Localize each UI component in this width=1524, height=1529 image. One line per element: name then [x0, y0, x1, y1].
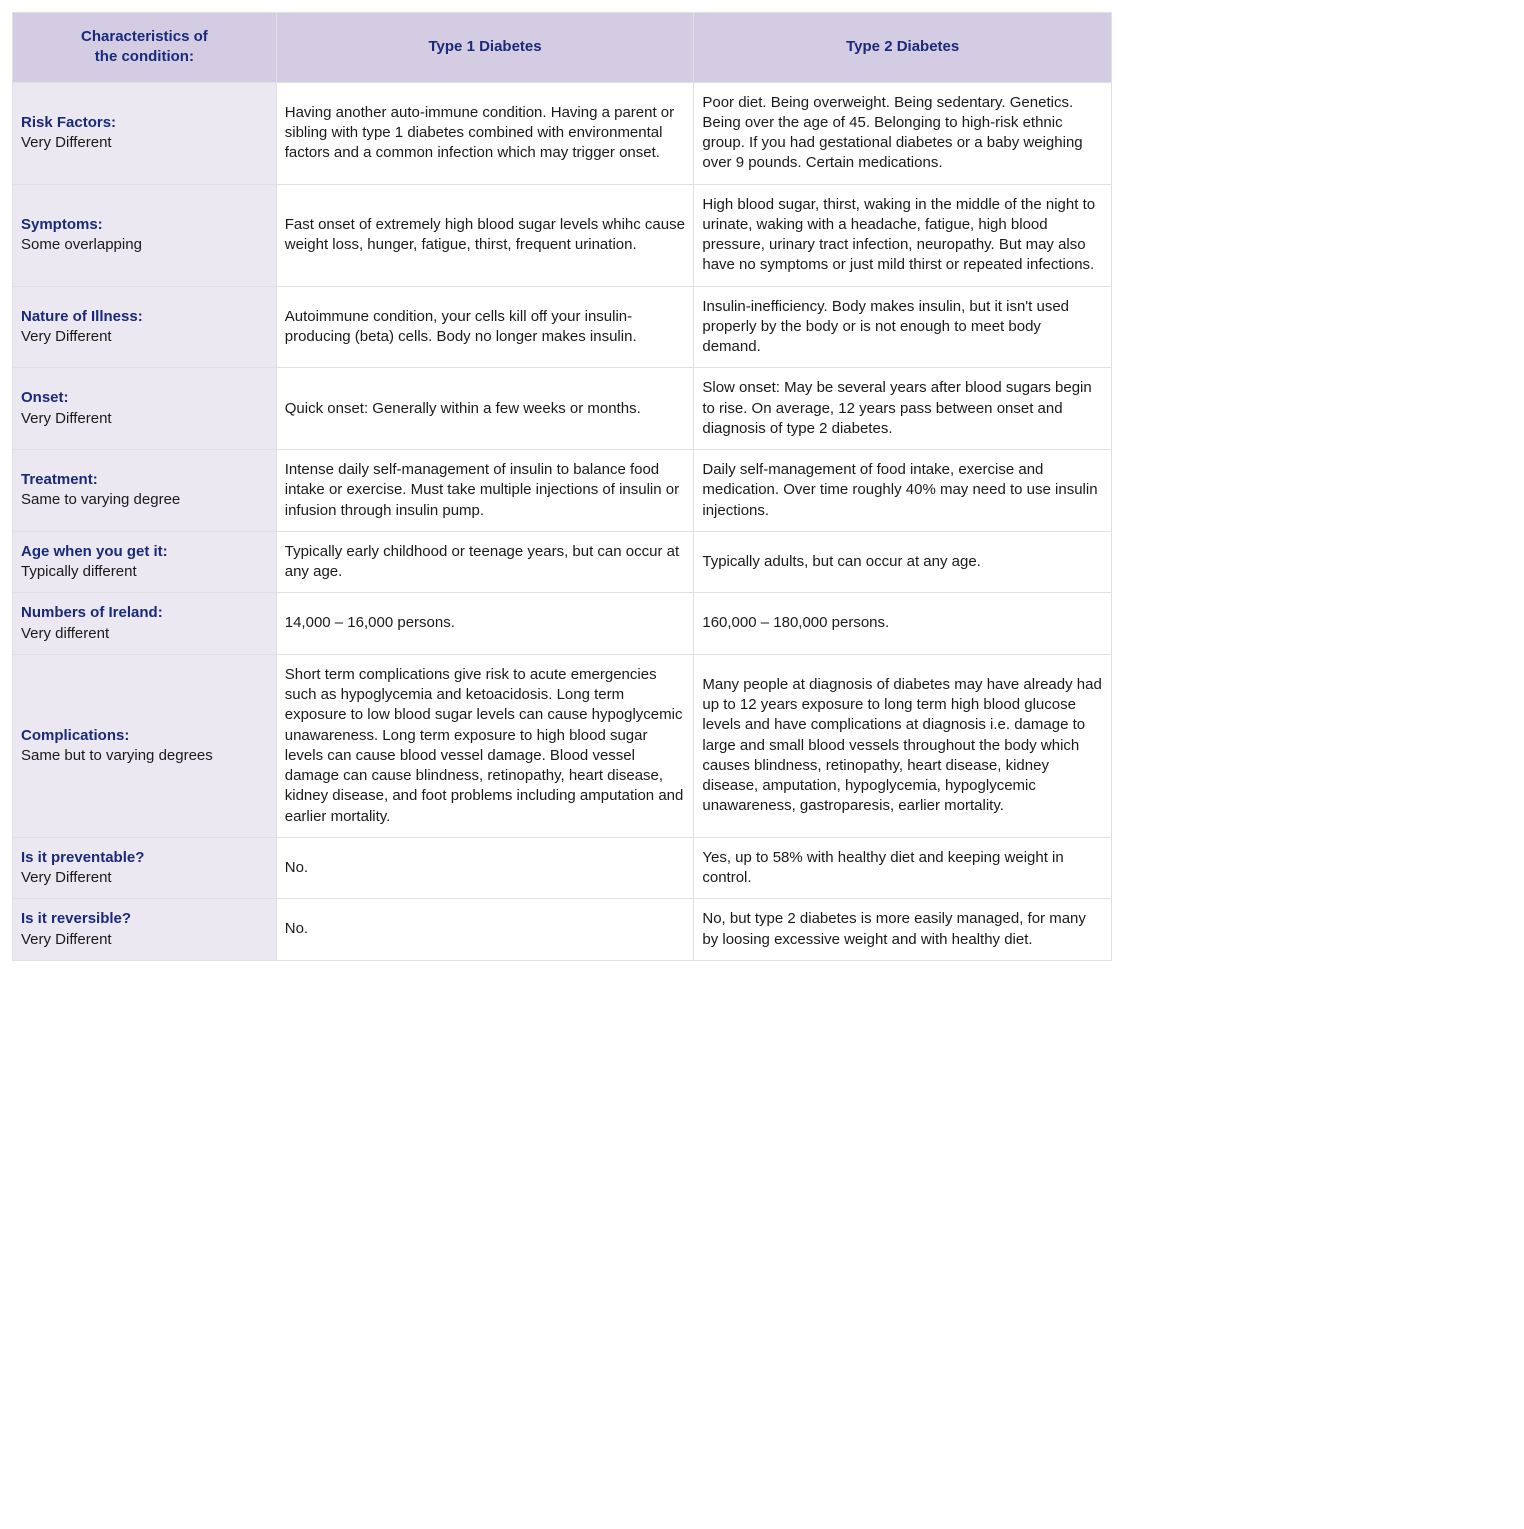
characteristic-subtitle: Some overlapping — [21, 236, 142, 253]
col-header-characteristics-line1: Characteristics of — [81, 28, 208, 45]
characteristic-title: Numbers of Ireland: — [21, 604, 163, 621]
type2-cell: Yes, up to 58% with healthy diet and kee… — [694, 837, 1112, 899]
characteristic-subtitle: Very Different — [21, 410, 112, 427]
characteristic-cell: Age when you get it: Typically different — [13, 531, 277, 593]
table-row: Is it preventable? Very Different No.Yes, … — [13, 837, 1112, 899]
type1-cell: Intense daily self-management of insulin… — [276, 450, 694, 532]
table-body: Risk Factors: Very Different Having anothe… — [13, 82, 1112, 960]
characteristic-subtitle: Very Different — [21, 328, 112, 345]
col-header-type1: Type 1 Diabetes — [276, 13, 694, 83]
table-row: Age when you get it: Typically different T… — [13, 531, 1112, 593]
characteristic-cell: Nature of Illness: Very Different — [13, 286, 277, 368]
characteristic-cell: Is it preventable? Very Different — [13, 837, 277, 899]
table-row: Treatment: Same to varying degree Intense … — [13, 450, 1112, 532]
type2-cell: Daily self-management of food intake, ex… — [694, 450, 1112, 532]
type1-cell: Typically early childhood or teenage yea… — [276, 531, 694, 593]
table-row: Numbers of Ireland: Very different 14,000 … — [13, 593, 1112, 655]
characteristic-title: Treatment: — [21, 471, 98, 488]
col-header-characteristics: Characteristics of the condition: — [13, 13, 277, 83]
characteristic-cell: Risk Factors: Very Different — [13, 82, 277, 184]
characteristic-title: Symptoms: — [21, 216, 103, 233]
table-row: Onset: Very Different Quick onset: General… — [13, 368, 1112, 450]
characteristic-cell: Onset: Very Different — [13, 368, 277, 450]
characteristic-title: Risk Factors: — [21, 114, 116, 131]
type1-cell: No. — [276, 837, 694, 899]
table-row: Is it reversible? Very Different No.No, bu… — [13, 899, 1112, 961]
table-row: Complications: Same but to varying degree… — [13, 654, 1112, 837]
type2-cell: Poor diet. Being overweight. Being seden… — [694, 82, 1112, 184]
type1-cell: 14,000 – 16,000 persons. — [276, 593, 694, 655]
type1-cell: Fast onset of extremely high blood sugar… — [276, 184, 694, 286]
col-header-characteristics-line2: the condition: — [95, 48, 194, 65]
characteristic-title: Nature of Illness: — [21, 308, 143, 325]
characteristic-title: Onset: — [21, 389, 69, 406]
characteristic-subtitle: Typically different — [21, 563, 137, 580]
type2-cell: No, but type 2 diabetes is more easily m… — [694, 899, 1112, 961]
type1-cell: No. — [276, 899, 694, 961]
characteristic-cell: Complications: Same but to varying degree… — [13, 654, 277, 837]
characteristic-subtitle: Very Different — [21, 931, 112, 948]
col-header-type2: Type 2 Diabetes — [694, 13, 1112, 83]
type1-cell: Autoimmune condition, your cells kill of… — [276, 286, 694, 368]
type1-cell: Quick onset: Generally within a few week… — [276, 368, 694, 450]
table-row: Risk Factors: Very Different Having anothe… — [13, 82, 1112, 184]
type2-cell: Insulin-inefficiency. Body makes insulin… — [694, 286, 1112, 368]
characteristic-subtitle: Very Different — [21, 869, 112, 886]
characteristic-title: Is it reversible? — [21, 910, 131, 927]
characteristic-cell: Is it reversible? Very Different — [13, 899, 277, 961]
type2-cell: 160,000 – 180,000 persons. — [694, 593, 1112, 655]
type2-cell: Slow onset: May be several years after b… — [694, 368, 1112, 450]
characteristic-cell: Treatment: Same to varying degree — [13, 450, 277, 532]
type2-cell: Typically adults, but can occur at any a… — [694, 531, 1112, 593]
characteristic-subtitle: Very Different — [21, 134, 112, 151]
characteristic-subtitle: Same but to varying degrees — [21, 747, 213, 764]
characteristic-title: Age when you get it: — [21, 543, 168, 560]
characteristic-title: Is it preventable? — [21, 849, 144, 866]
table-row: Nature of Illness: Very Different Autoimmu… — [13, 286, 1112, 368]
characteristic-title: Complications: — [21, 727, 129, 744]
type1-cell: Short term complications give risk to ac… — [276, 654, 694, 837]
type1-cell: Having another auto-immune condition. Ha… — [276, 82, 694, 184]
table-header-row: Characteristics of the condition: Type 1… — [13, 13, 1112, 83]
characteristic-subtitle: Same to varying degree — [21, 491, 180, 508]
type2-cell: Many people at diagnosis of diabetes may… — [694, 654, 1112, 837]
table-row: Symptoms: Some overlapping Fast onset of e… — [13, 184, 1112, 286]
characteristic-cell: Symptoms: Some overlapping — [13, 184, 277, 286]
diabetes-comparison-table: Characteristics of the condition: Type 1… — [12, 12, 1112, 961]
type2-cell: High blood sugar, thirst, waking in the … — [694, 184, 1112, 286]
characteristic-cell: Numbers of Ireland: Very different — [13, 593, 277, 655]
characteristic-subtitle: Very different — [21, 625, 109, 642]
